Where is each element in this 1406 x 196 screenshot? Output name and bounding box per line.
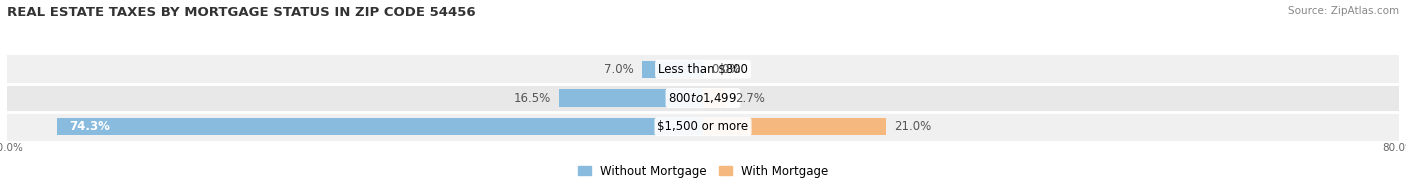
Text: 74.3%: 74.3% — [70, 120, 111, 133]
Bar — [7, 112, 1399, 141]
Text: 16.5%: 16.5% — [513, 92, 551, 104]
Text: REAL ESTATE TAXES BY MORTGAGE STATUS IN ZIP CODE 54456: REAL ESTATE TAXES BY MORTGAGE STATUS IN … — [7, 6, 475, 19]
Text: 0.0%: 0.0% — [711, 63, 741, 76]
Text: 2.7%: 2.7% — [735, 92, 765, 104]
Text: 21.0%: 21.0% — [894, 120, 932, 133]
Bar — [56, 118, 703, 135]
Legend: Without Mortgage, With Mortgage: Without Mortgage, With Mortgage — [574, 160, 832, 183]
Text: Source: ZipAtlas.com: Source: ZipAtlas.com — [1288, 6, 1399, 16]
Text: $800 to $1,499: $800 to $1,499 — [668, 91, 738, 105]
Text: $1,500 or more: $1,500 or more — [658, 120, 748, 133]
Bar — [7, 55, 1399, 84]
Text: 7.0%: 7.0% — [603, 63, 633, 76]
Bar — [7, 84, 1399, 112]
Bar — [703, 89, 727, 107]
Text: Less than $800: Less than $800 — [658, 63, 748, 76]
Bar — [560, 89, 703, 107]
Bar — [643, 61, 703, 78]
Bar — [703, 118, 886, 135]
